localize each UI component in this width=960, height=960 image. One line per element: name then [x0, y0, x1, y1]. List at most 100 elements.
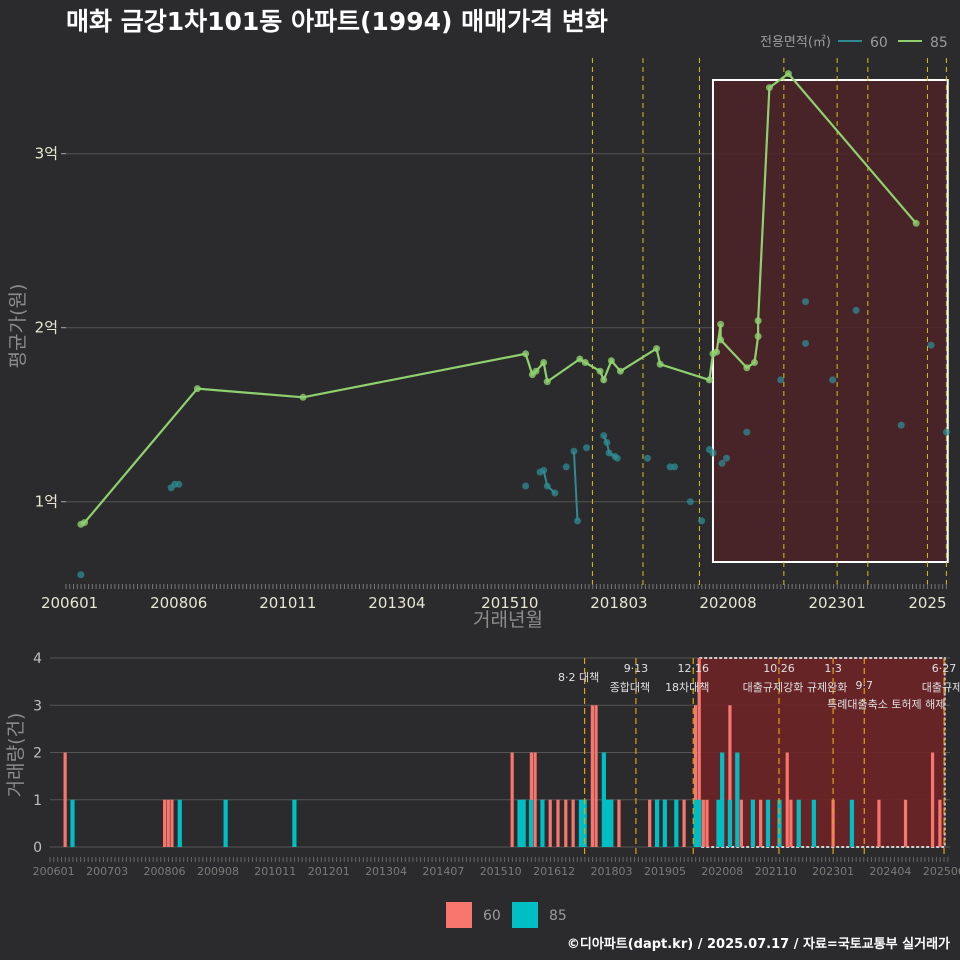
bottom-legend: 60 85: [446, 902, 567, 928]
series-60-point: [603, 439, 611, 447]
series-85-point: [754, 317, 762, 325]
x2-tick-label: 202404: [869, 865, 911, 878]
y-tick-label: 2억: [35, 319, 58, 337]
bar-60: [170, 799, 174, 847]
bar-85: [578, 799, 584, 847]
series-85-point: [705, 376, 713, 384]
policy-label: 8·2 대책: [558, 671, 599, 684]
series-85-point: [751, 359, 759, 366]
bar-60: [564, 799, 568, 847]
bar-85: [609, 799, 614, 847]
bar-85: [528, 799, 534, 847]
series-85-point: [532, 367, 540, 375]
bar-60: [163, 799, 167, 847]
series-60-point: [698, 517, 706, 525]
bar-85: [70, 799, 75, 847]
policy-date: 1·3: [824, 662, 842, 675]
series-85-point: [656, 360, 664, 368]
x-tick-label: 200806: [150, 594, 207, 612]
x2-tick-label: 202506: [923, 865, 960, 878]
highlight-region: [711, 79, 949, 563]
x2-tick-label: 200703: [86, 865, 128, 878]
series-60-point: [540, 466, 548, 474]
x2-tick-label: 202008: [701, 865, 743, 878]
bar-85: [796, 799, 801, 847]
series-60-point: [671, 463, 679, 471]
legend-swatch-85: [512, 902, 538, 928]
series-60-point: [743, 428, 751, 436]
legend-label-85: 85: [930, 35, 948, 51]
bar-85: [750, 799, 755, 847]
series-85-point: [653, 345, 661, 353]
x2-tick-label: 201905: [644, 865, 686, 878]
bar-85: [601, 752, 606, 847]
x-tick-label: 201803: [590, 594, 647, 612]
bar-60: [556, 799, 560, 847]
x2-tick-label: 201612: [533, 865, 575, 878]
series-60-point: [897, 421, 905, 429]
series-60-point: [723, 454, 731, 462]
bar-60: [63, 752, 67, 847]
y2-tick-label: 4: [33, 651, 42, 667]
bar-60: [166, 799, 170, 847]
series-60-point: [522, 482, 530, 490]
x-tick-label: 201510: [481, 594, 538, 612]
y2-tick-label: 0: [33, 840, 42, 856]
bar-85: [693, 799, 698, 847]
y2-tick-label: 3: [33, 698, 42, 714]
bar-85: [654, 799, 660, 847]
series-85-point: [784, 70, 792, 78]
x-tick-label: 2025: [908, 594, 946, 612]
series-85-point: [81, 519, 89, 527]
x2-tick-label: 201803: [590, 865, 632, 878]
bar-60: [590, 705, 594, 847]
series-85-point: [522, 350, 530, 358]
policy-label: 대출규제: [922, 681, 960, 694]
bar-60: [533, 752, 537, 847]
bar-85: [811, 799, 816, 847]
x-tick-label: 201304: [368, 594, 425, 612]
bar-85: [177, 799, 182, 847]
bar-85: [517, 799, 522, 847]
x-tick-label: 201011: [259, 594, 316, 612]
legend-swatch-60: [446, 902, 472, 928]
policy-date: 9·7: [856, 679, 874, 692]
bar-85: [292, 799, 297, 847]
bar-60: [759, 799, 763, 847]
series-85-point: [600, 376, 608, 384]
y-tick-label: 3억: [35, 145, 58, 163]
bar-85: [605, 799, 610, 847]
y2-tick-label: 2: [33, 746, 42, 762]
bar-60: [739, 799, 743, 847]
bar-85: [849, 799, 855, 847]
bar-60: [648, 799, 652, 847]
series-60-point: [562, 463, 570, 471]
bar-60: [785, 752, 789, 847]
x2-tick-label: 202301: [812, 865, 854, 878]
y2-tick-label: 1: [33, 793, 42, 809]
chart-title: 매화 금강1차101동 아파트(1994) 매매가격 변화: [66, 7, 608, 36]
series-60-point: [777, 376, 785, 384]
y-tick-label: 1억: [35, 493, 58, 511]
series-85-point: [616, 367, 624, 375]
bar-60: [701, 799, 705, 847]
price-panel: 1억 2억 3억 200601 200806 201011 201304 201510 2018…: [35, 58, 950, 612]
bar-60: [728, 705, 732, 847]
x2-tick-label: 202110: [755, 865, 797, 878]
bar-85: [674, 799, 679, 847]
y-axis-title: 평균가(원): [7, 284, 29, 369]
series-85-point: [765, 84, 773, 92]
bar-85: [765, 799, 771, 847]
bar-85: [735, 752, 740, 847]
series-85-point: [743, 364, 751, 372]
bar-60: [571, 799, 575, 847]
bar-85: [716, 799, 721, 847]
series-85-point: [299, 393, 307, 401]
x2-tick-label: 201304: [365, 865, 407, 878]
legend-title: 전용면적(㎡): [760, 35, 831, 50]
bar-85: [662, 799, 667, 847]
x-tick-label: 202301: [808, 594, 865, 612]
policy-date: 10·26: [763, 662, 795, 675]
